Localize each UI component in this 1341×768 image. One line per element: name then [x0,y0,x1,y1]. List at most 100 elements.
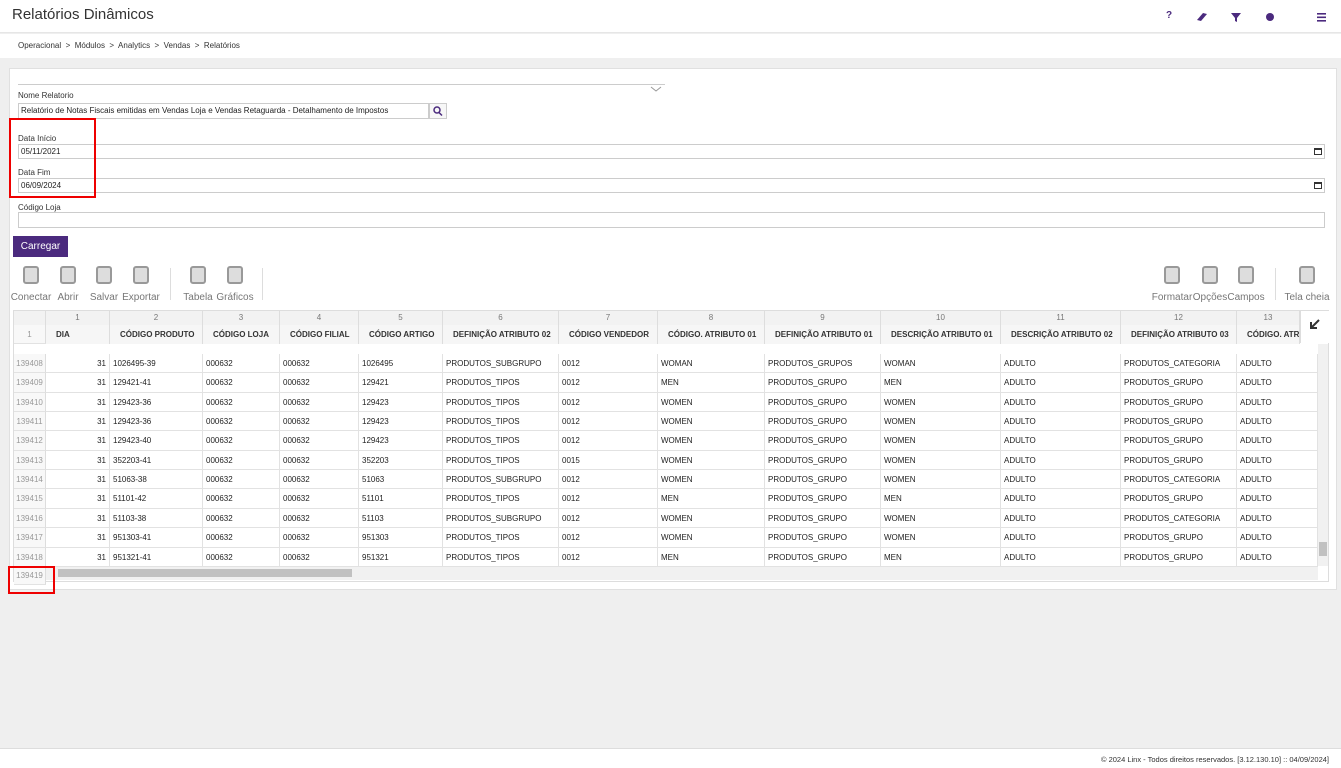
footer-text: © 2024 Linx - Todos direitos reservados.… [1100,755,1329,764]
column-header[interactable]: DESCRIÇÃO ATRIBUTO 02 [1001,325,1121,344]
grid-cell: 0012 [559,547,658,567]
grid-cell: WOMEN [881,412,1001,432]
grid-cell: PRODUTOS_TIPOS [443,373,559,393]
column-header[interactable]: CÓDIGO PRODUTO [110,325,203,344]
data-grid [13,310,1329,582]
column-header[interactable]: CÓDIGO VENDEDOR [559,325,658,344]
column-number: 1 [46,311,110,325]
grid-cell: 000632 [203,470,280,490]
settings-icon[interactable] [1266,13,1274,21]
date-input[interactable]: 05/11/2021 [18,144,1325,159]
toolbar-label[interactable]: Tabela [183,292,213,303]
top-icons [1197,13,1326,22]
field-label: Nome Relatorio [18,91,74,100]
grid-cell: ADULTO [1001,547,1121,567]
toolbar-icon[interactable] [96,266,112,284]
toolbar-label[interactable]: Salvar [89,292,119,303]
filter-icon[interactable] [1231,13,1241,22]
grid-cell: 51101 [359,489,443,509]
toolbar-label[interactable]: Conectar [10,292,52,303]
grid-cell: 0012 [559,508,658,529]
grid-cell: PRODUTOS_GRUPO [765,470,881,490]
grid-cell: ADULTO [1237,508,1318,529]
toolbar-icon[interactable] [1202,266,1218,284]
grid-cell: WOMEN [658,508,765,529]
scroll-thumb[interactable] [1319,542,1327,556]
toolbar-label[interactable]: Opções [1192,292,1228,303]
grid-cell: 31 [46,431,110,451]
grid-cell: PRODUTOS_GRUPO [765,412,881,432]
column-number: 13 [1237,311,1300,325]
menu-icon[interactable] [1317,13,1326,15]
store-input[interactable] [18,212,1325,228]
vertical-scrollbar[interactable] [1318,344,1328,566]
column-number [14,311,46,325]
calendar-icon[interactable] [1314,182,1322,189]
grid-cell: 951321-41 [110,547,203,567]
column-number: 11 [1001,311,1121,325]
grid-cell: ADULTO [1001,450,1121,471]
column-header[interactable]: CÓDIGO. ATRIBUTO 01 [658,325,765,344]
column-header[interactable]: CÓDIGO ARTIGO [359,325,443,344]
column-number: 8 [658,311,765,325]
grid-cell: ADULTO [1001,489,1121,509]
grid-cell: 000632 [203,392,280,413]
grid-cell: 000632 [280,470,359,490]
grid-cell: 000632 [203,354,280,374]
help-button[interactable]: ? [1166,10,1173,21]
chevron[interactable] [650,85,662,93]
row-number: 139413 [14,450,46,471]
column-header[interactable]: DESCRIÇÃO ATRIBUTO 01 [881,325,1001,344]
toolbar-icon[interactable] [190,266,206,284]
column-header[interactable]: DEFINIÇÃO ATRIBUTO 03 [1121,325,1237,344]
highlight-box [8,566,55,594]
column-header[interactable]: CÓDIGO FILIAL [280,325,359,344]
breadcrumb[interactable]: Operacional > Módulos > Analytics > Vend… [18,41,240,50]
toolbar-icon[interactable] [23,266,39,284]
column-number: 6 [443,311,559,325]
grid-cell: 000632 [203,450,280,471]
toolbar-label[interactable]: Campos [1227,292,1265,303]
grid-cell: 0012 [559,489,658,509]
toolbar-label[interactable]: Gráficos [216,292,254,303]
search-button[interactable] [429,103,447,119]
load-button[interactable]: Carregar [13,236,68,257]
eraser-icon[interactable] [1197,13,1207,21]
column-header[interactable]: DEFINIÇÃO ATRIBUTO 02 [443,325,559,344]
toolbar-icon[interactable] [60,266,76,284]
expand-corner[interactable] [1300,311,1329,343]
column-header[interactable]: CÓDIGO LOJA [203,325,280,344]
toolbar-icon[interactable] [1164,266,1180,284]
grid-cell: PRODUTOS_TIPOS [443,431,559,451]
grid-cell: PRODUTOS_GRUPO [765,547,881,567]
toolbar-icon[interactable] [227,266,243,284]
column-header[interactable]: DEFINIÇÃO ATRIBUTO 01 [765,325,881,344]
report-input[interactable]: Relatório de Notas Fiscais emitidas em V… [18,103,429,119]
grid-cell: MEN [881,489,1001,509]
grid-cell: PRODUTOS_GRUPO [765,431,881,451]
grid-cell: PRODUTOS_GRUPO [1121,528,1237,548]
menu-icon[interactable] [1317,20,1326,22]
calendar-icon[interactable] [1314,148,1322,155]
grid-cell: ADULTO [1001,373,1121,393]
horizontal-scrollbar[interactable] [46,567,1318,580]
toolbar-icon[interactable] [1238,266,1254,284]
grid-cell: PRODUTOS_GRUPOS [765,354,881,374]
toolbar-icon[interactable] [1299,266,1315,284]
toolbar-label[interactable]: Abrir [57,292,79,303]
menu-icon[interactable] [1317,16,1326,19]
toolbar-label[interactable]: Exportar [122,292,160,303]
date-input[interactable]: 06/09/2024 [18,178,1325,193]
toolbar-label[interactable]: Tela cheia [1284,292,1330,303]
grid-cell: MEN [881,547,1001,567]
grid-cell: ADULTO [1001,392,1121,413]
highlight-box [9,118,96,198]
toolbar-icon[interactable] [133,266,149,284]
grid-cell: PRODUTOS_GRUPO [765,528,881,548]
column-header[interactable]: CÓDIGO. ATRI [1237,325,1300,344]
column-header[interactable]: DIA [46,325,110,344]
grid-cell: 000632 [280,392,359,413]
toolbar-label[interactable]: Formatar [1151,292,1193,303]
scroll-thumb[interactable] [58,569,352,577]
grid-cell: PRODUTOS_GRUPO [765,508,881,529]
